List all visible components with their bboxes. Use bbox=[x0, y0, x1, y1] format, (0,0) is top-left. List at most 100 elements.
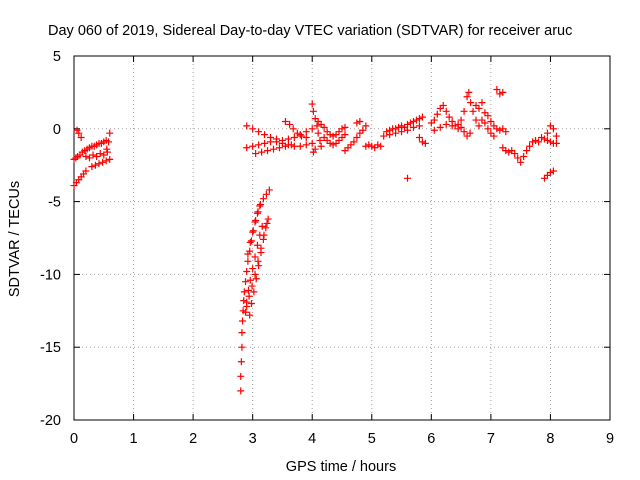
data-point bbox=[264, 147, 272, 155]
data-point bbox=[549, 167, 557, 175]
data-point bbox=[415, 115, 423, 123]
data-point bbox=[308, 125, 316, 133]
data-point bbox=[91, 161, 99, 169]
data-point bbox=[460, 107, 468, 115]
data-point bbox=[93, 152, 101, 160]
data-point bbox=[502, 128, 510, 136]
data-point bbox=[517, 158, 525, 166]
data-point bbox=[77, 134, 85, 142]
data-point bbox=[353, 119, 361, 127]
x-tick-label: 0 bbox=[70, 431, 78, 447]
data-point bbox=[106, 155, 114, 163]
data-point bbox=[289, 125, 297, 133]
data-point bbox=[243, 144, 251, 152]
data-point bbox=[249, 265, 257, 273]
data-point bbox=[248, 282, 256, 290]
data-point bbox=[237, 372, 245, 380]
data-point bbox=[469, 107, 477, 115]
data-point bbox=[478, 99, 486, 107]
data-point bbox=[472, 116, 480, 124]
x-tick-label: 2 bbox=[189, 431, 197, 447]
data-point bbox=[552, 132, 560, 140]
data-point bbox=[293, 129, 301, 137]
data-point bbox=[302, 141, 310, 149]
data-point bbox=[249, 228, 257, 236]
data-point bbox=[82, 152, 90, 160]
data-point bbox=[253, 241, 261, 249]
data-point bbox=[257, 244, 265, 252]
data-point bbox=[374, 141, 382, 149]
x-axis-label: GPS time / hours bbox=[286, 459, 396, 475]
data-point bbox=[549, 125, 557, 133]
x-tick-label: 4 bbox=[308, 431, 316, 447]
data-point bbox=[475, 104, 483, 112]
data-point bbox=[543, 129, 551, 137]
data-point bbox=[493, 85, 501, 93]
tick-layer bbox=[73, 55, 611, 421]
data-point bbox=[313, 122, 321, 130]
data-point bbox=[406, 119, 414, 127]
data-point bbox=[258, 148, 266, 156]
data-point bbox=[296, 131, 304, 139]
data-point bbox=[316, 136, 324, 144]
y-tick-label: -5 bbox=[48, 195, 61, 211]
data-point bbox=[442, 107, 450, 115]
data-point bbox=[262, 190, 270, 198]
data-point bbox=[243, 122, 251, 130]
data-point bbox=[543, 136, 551, 144]
data-point bbox=[430, 126, 438, 134]
x-tick-label: 6 bbox=[427, 431, 435, 447]
plot-border bbox=[73, 55, 611, 421]
y-tick-label: 5 bbox=[53, 49, 61, 65]
data-point bbox=[244, 250, 252, 258]
data-point bbox=[511, 150, 519, 158]
data-point bbox=[362, 122, 370, 130]
data-point bbox=[95, 160, 103, 168]
data-point bbox=[247, 237, 255, 245]
data-point bbox=[505, 148, 513, 156]
data-point bbox=[243, 267, 251, 275]
data-point bbox=[298, 132, 306, 140]
data-point bbox=[465, 88, 473, 96]
data-point bbox=[238, 329, 246, 337]
data-point bbox=[436, 123, 444, 131]
data-point bbox=[418, 138, 426, 146]
data-point bbox=[386, 131, 394, 139]
data-point bbox=[368, 142, 376, 150]
data-point bbox=[317, 142, 325, 150]
data-point bbox=[252, 275, 260, 283]
data-point bbox=[365, 141, 373, 149]
data-point bbox=[380, 132, 388, 140]
data-point bbox=[377, 142, 385, 150]
data-point bbox=[290, 134, 298, 142]
data-point bbox=[96, 150, 104, 158]
data-point bbox=[546, 138, 554, 146]
data-point bbox=[350, 138, 358, 146]
grid-layer bbox=[74, 56, 610, 420]
data-point bbox=[415, 122, 423, 130]
data-point bbox=[392, 129, 400, 137]
data-point bbox=[404, 174, 412, 182]
data-point bbox=[242, 278, 250, 286]
data-point bbox=[260, 231, 268, 239]
data-point bbox=[467, 99, 475, 107]
data-point bbox=[514, 154, 522, 162]
data-point bbox=[535, 138, 543, 146]
data-point bbox=[412, 116, 420, 124]
data-point bbox=[395, 123, 403, 131]
data-point bbox=[261, 131, 269, 139]
data-point bbox=[523, 147, 531, 155]
data-point bbox=[314, 129, 322, 137]
data-point bbox=[287, 141, 295, 149]
data-point bbox=[85, 154, 93, 162]
data-point bbox=[258, 222, 266, 230]
data-point bbox=[261, 139, 269, 147]
data-point bbox=[329, 132, 337, 140]
plot-frame bbox=[73, 55, 611, 421]
data-point bbox=[240, 288, 248, 296]
y-tick-label: -15 bbox=[40, 340, 61, 356]
data-point bbox=[251, 218, 259, 226]
data-point bbox=[409, 123, 417, 131]
data-point bbox=[353, 134, 361, 142]
